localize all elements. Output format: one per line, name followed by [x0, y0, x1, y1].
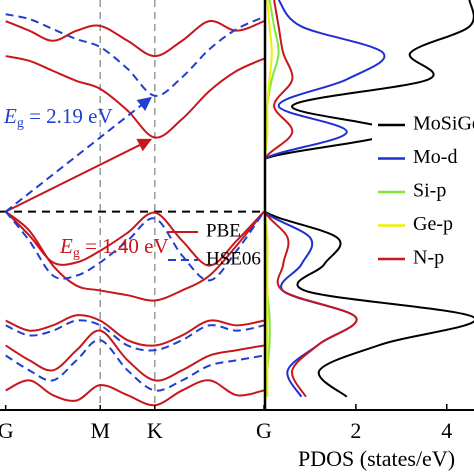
gap-symbol: E	[3, 104, 17, 128]
legend-label: N-p	[413, 247, 444, 269]
gap-arrow	[5, 96, 152, 213]
legend-label: HSE06	[206, 248, 261, 269]
band-line	[5, 13, 265, 97]
band-line	[5, 314, 265, 347]
band-line	[5, 319, 265, 352]
x-tick-label: 2	[350, 418, 361, 443]
band-panel	[0, 0, 265, 410]
band-line	[5, 329, 265, 382]
gap-text: = 1.40 eV	[80, 234, 169, 258]
gap-label: Eg = 1.40 eV	[59, 234, 169, 261]
legend-label: Si-p	[413, 180, 446, 202]
x-axis-label: PDOS (states/eV)	[298, 446, 455, 471]
x-tick-label: M	[90, 418, 110, 443]
legend-label: Mo-d	[413, 146, 457, 168]
legend-label: MoSiGeN4	[413, 113, 474, 135]
gap-text: = 2.19 eV	[24, 104, 113, 128]
band-line	[5, 20, 265, 58]
gap-arrow	[5, 138, 153, 213]
pdos-panel	[265, 0, 474, 398]
gap-subscript: g	[17, 116, 24, 131]
pdos-line	[265, 0, 358, 398]
x-tick-label: K	[147, 418, 163, 443]
pdos-line	[265, 0, 280, 397]
legend-label: PBE	[206, 220, 241, 241]
x-tick-label: 4	[441, 418, 452, 443]
band-line	[5, 339, 265, 392]
pdos-line	[265, 0, 474, 398]
legend-label: Ge-p	[413, 213, 453, 235]
band-line	[5, 379, 265, 407]
gap-label: Eg = 2.19 eV	[3, 104, 113, 131]
x-tick-label: G	[0, 418, 14, 443]
pdos-line	[265, 0, 273, 397]
gap-symbol: E	[59, 234, 73, 258]
x-tick-label: G	[256, 418, 272, 443]
band-line	[5, 55, 265, 139]
gap-subscript: g	[73, 246, 80, 261]
band-line	[5, 210, 265, 302]
band-line	[4, 210, 265, 282]
